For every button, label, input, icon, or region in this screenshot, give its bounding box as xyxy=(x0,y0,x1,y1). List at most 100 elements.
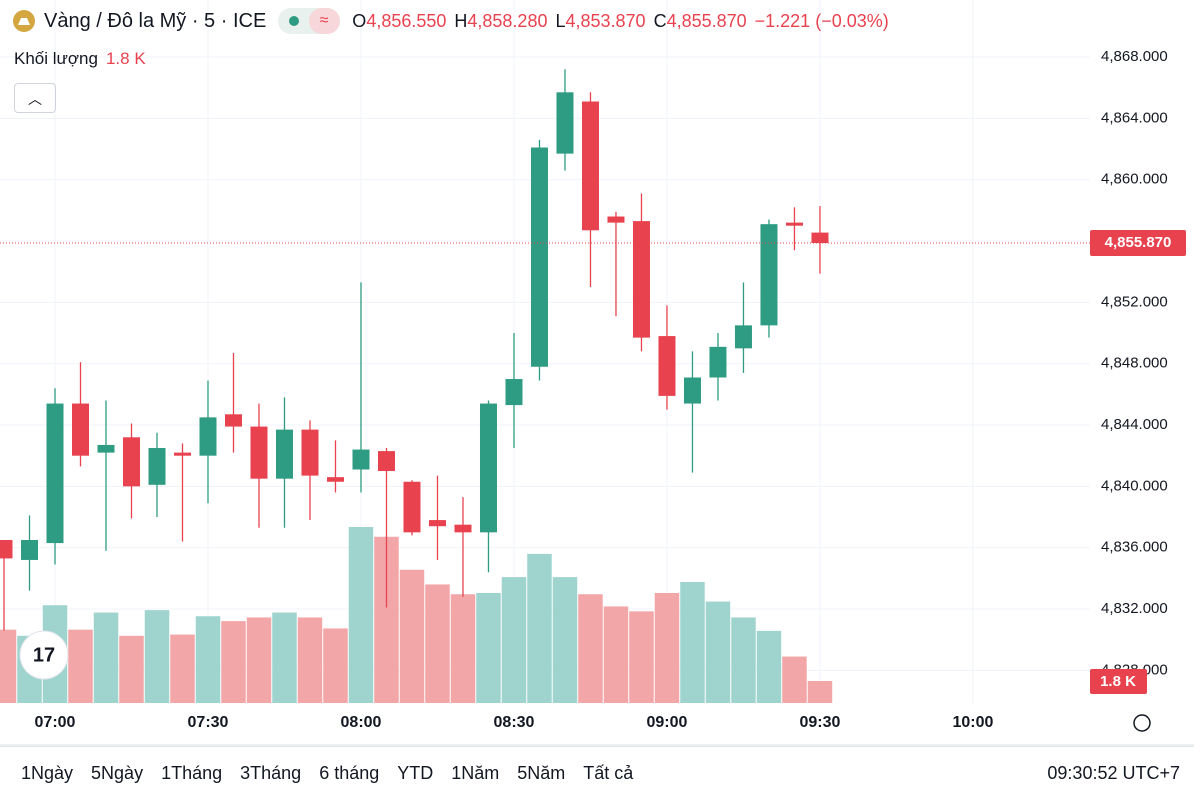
candle-body xyxy=(97,444,115,453)
range-button[interactable]: 6 tháng xyxy=(310,763,388,784)
range-button[interactable]: Tất cả xyxy=(574,763,642,784)
candle-body xyxy=(148,448,166,485)
volume-bar xyxy=(501,577,527,703)
x-tick-label: 08:30 xyxy=(494,714,535,731)
x-tick-label: 07:00 xyxy=(35,714,76,731)
gold-icon xyxy=(13,10,35,32)
x-tick-label: 09:00 xyxy=(647,714,688,731)
y-tick-label: 4,840.000 xyxy=(1101,477,1168,494)
candle-body xyxy=(811,232,829,244)
volume-bar xyxy=(680,582,705,703)
volume-bar xyxy=(0,629,17,703)
volume-bar xyxy=(119,635,144,703)
volume-bar xyxy=(246,617,272,703)
open-value: 4,856.550 xyxy=(366,10,447,31)
volume-bar xyxy=(654,593,680,703)
low-key: L xyxy=(555,10,566,31)
volume-bar xyxy=(144,610,170,703)
candle-body xyxy=(199,417,217,456)
volume-bar xyxy=(195,616,221,703)
candle-body xyxy=(21,540,39,560)
candle-body xyxy=(275,429,293,479)
collapse-button[interactable]: ︿ xyxy=(14,83,56,113)
symbol-title: Vàng / Đô la Mỹ · 5 · ICE xyxy=(44,9,267,32)
volume-bar xyxy=(68,629,93,703)
volume-bar xyxy=(450,594,476,703)
volume-badge xyxy=(1090,669,1147,694)
candle-body xyxy=(607,216,625,223)
volume-bar xyxy=(348,527,374,703)
range-buttons: 1Ngày 5Ngày 1Tháng 3Tháng 6 tháng YTD 1Năm 5Năm… xyxy=(12,763,642,784)
range-button[interactable]: 1Tháng xyxy=(152,763,231,784)
candle-body xyxy=(46,403,64,544)
candle-body xyxy=(530,147,548,367)
volume-bar xyxy=(272,612,297,703)
status-pills[interactable]: ≈ xyxy=(278,8,341,34)
x-tick-label: 10:00 xyxy=(952,714,993,731)
volume-bar xyxy=(425,584,450,703)
candle-body xyxy=(0,540,13,559)
candle-body xyxy=(250,426,268,479)
volume-value: 1.8 K xyxy=(105,49,146,68)
footer: 1Ngày 5Ngày 1Tháng 3Tháng 6 tháng YTD 1Năm 5Năm… xyxy=(0,746,1194,799)
candle-body xyxy=(556,92,574,154)
candle-body xyxy=(479,403,497,533)
candle-body xyxy=(403,481,421,533)
volume-bar xyxy=(399,569,425,703)
x-tick-label: 09:30 xyxy=(800,714,841,731)
volume-bar xyxy=(170,634,195,703)
range-button[interactable]: YTD xyxy=(388,763,442,784)
candle-body xyxy=(683,377,701,404)
volume-bar xyxy=(297,617,323,703)
y-tick-label: 4,848.000 xyxy=(1101,355,1168,372)
range-button[interactable]: 1Ngày xyxy=(12,763,82,784)
candle-body xyxy=(301,429,319,476)
candle-body xyxy=(224,414,242,427)
volume-bar xyxy=(93,612,119,703)
volume-bar xyxy=(578,594,603,703)
candle-body xyxy=(352,449,370,470)
x-tick-label: 08:00 xyxy=(341,714,382,731)
volume-bar xyxy=(731,617,756,703)
chart: 4,868.0004,864.0004,860.0004,856.0004,85… xyxy=(0,0,1194,746)
low-value: 4,853.870 xyxy=(565,10,646,31)
y-tick-label: 4,836.000 xyxy=(1101,539,1168,556)
x-tick-label: 07:30 xyxy=(188,714,229,731)
volume-bar xyxy=(323,628,348,703)
candle-body xyxy=(71,403,89,456)
candle-body xyxy=(760,224,778,326)
volume-bar xyxy=(705,601,731,703)
range-button[interactable]: 1Năm xyxy=(442,763,508,784)
volume-bar xyxy=(552,577,578,703)
range-button[interactable]: 5Ngày xyxy=(82,763,152,784)
last-price-label: 4,855.870 xyxy=(1105,234,1172,251)
legend-header: Vàng / Đô la Mỹ · 5 · ICE ≈ O 4,856.550 H… xyxy=(12,8,897,34)
candle-body xyxy=(122,437,140,487)
open-key: O xyxy=(352,10,367,31)
y-tick-label: 4,852.000 xyxy=(1101,293,1168,310)
y-tick-label: 4,860.000 xyxy=(1101,171,1168,188)
tv-logo-text: 17 xyxy=(33,644,55,666)
range-button[interactable]: 5Năm xyxy=(508,763,574,784)
volume-bar xyxy=(629,611,654,703)
volume-legend: Khối lượng 1.8 K xyxy=(14,49,154,69)
y-tick-label: 4,832.000 xyxy=(1101,600,1168,617)
settings-icon[interactable] xyxy=(1133,714,1151,732)
volume-bar xyxy=(603,606,629,703)
candle-body xyxy=(734,325,752,349)
candle-body xyxy=(785,222,803,226)
candle-body xyxy=(632,221,650,338)
volume-bar xyxy=(756,630,782,703)
candle-body xyxy=(377,451,395,472)
high-value: 4,858.280 xyxy=(467,10,548,31)
y-tick-label: 4,868.000 xyxy=(1101,48,1168,65)
candle-body xyxy=(505,379,523,406)
volume-bar xyxy=(807,681,833,703)
volume-badge-label: 1.8 K xyxy=(1100,673,1136,690)
range-button[interactable]: 3Tháng xyxy=(231,763,310,784)
candle-body xyxy=(581,101,599,231)
last-price-badge xyxy=(1090,230,1186,257)
volume-bar xyxy=(782,656,807,703)
tv-logo xyxy=(19,630,69,680)
svg-text:≈: ≈ xyxy=(320,12,329,29)
